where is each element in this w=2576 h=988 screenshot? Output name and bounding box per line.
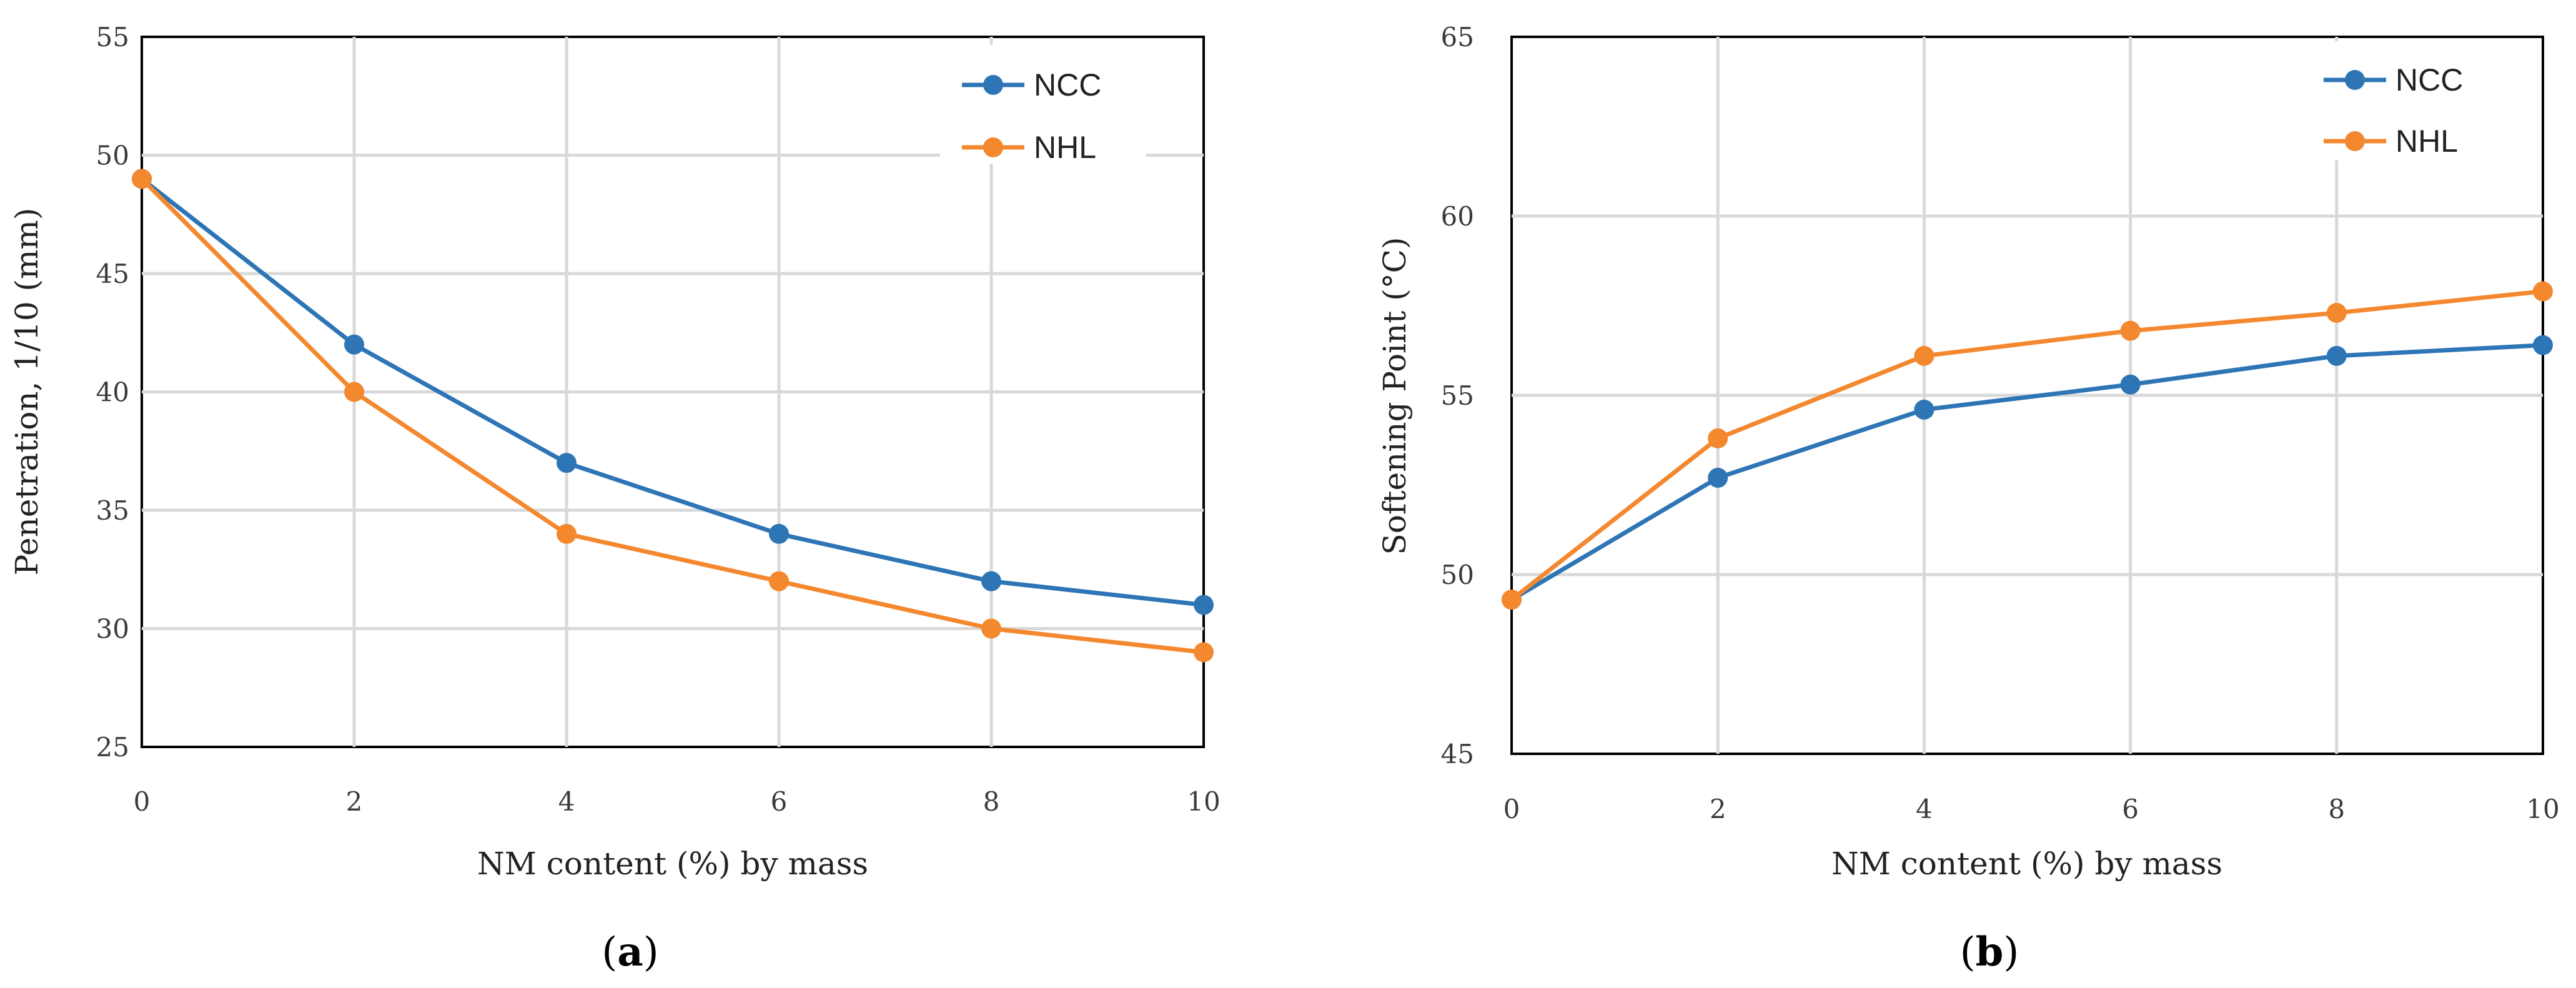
- chart-a-y-tick-label: 40: [96, 377, 129, 408]
- chart-a-caption-letter: a: [617, 929, 643, 976]
- chart-b-x-tick-labels: 0 2 4 6 8 10: [1503, 794, 2560, 824]
- chart-b-ncc-point: [2533, 335, 2553, 355]
- chart-a-x-tick-label: 4: [558, 786, 575, 817]
- chart-a-legend-ncc-label: NCC: [1034, 67, 1101, 102]
- chart-a-penetration: 25 30 35 40 45 50 55 0 2 4 6 8 10 NCC NHL NM content…: [9, 22, 1221, 976]
- chart-b-gridlines: [1512, 37, 2543, 754]
- chart-a-legend-nhl-swatch-marker: [983, 137, 1003, 157]
- chart-a-legend: NCC NHL: [940, 45, 1146, 165]
- chart-b-ncc-point: [2120, 374, 2141, 395]
- chart-a-y-tick-label: 35: [96, 495, 129, 526]
- chart-b-x-tick-label: 10: [2526, 794, 2559, 824]
- chart-a-x-tick-label: 10: [1187, 786, 1220, 817]
- chart-b-x-tick-label: 8: [2328, 794, 2345, 824]
- chart-a-y-tick-labels: 25 30 35 40 45 50 55: [96, 22, 129, 763]
- chart-a-y-tick-label: 30: [96, 614, 129, 645]
- chart-b-nhl-point: [2326, 302, 2347, 323]
- chart-a-ncc-point: [981, 571, 1001, 591]
- chart-b-x-tick-label: 4: [1916, 794, 1933, 824]
- chart-a-y-tick-label: 50: [96, 141, 129, 171]
- chart-a-nhl-point: [132, 169, 152, 189]
- chart-a-y-axis-title: Penetration, 1/10 (mm): [9, 208, 45, 576]
- chart-b-ncc-point: [2326, 345, 2347, 366]
- chart-b-series: [1502, 281, 2553, 610]
- chart-a-x-tick-label: 6: [771, 786, 788, 817]
- chart-a-ncc-point: [344, 334, 364, 355]
- chart-b-y-tick-label: 60: [1441, 201, 1474, 232]
- chart-b-y-tick-label: 50: [1441, 560, 1474, 590]
- chart-b-legend-ncc-swatch-marker: [2345, 70, 2365, 90]
- chart-a-legend-background: [940, 45, 1146, 164]
- chart-a-y-tick-label: 45: [96, 259, 129, 289]
- chart-a-ncc-point: [769, 523, 789, 544]
- chart-a-ncc-point: [1194, 595, 1214, 615]
- chart-a-x-tick-label: 2: [346, 786, 363, 817]
- chart-b-nhl-point: [2533, 281, 2553, 302]
- chart-b-x-axis-title: NM content (%) by mass: [1831, 846, 2222, 882]
- chart-b-legend: NCC NHL: [2305, 41, 2511, 160]
- chart-b-legend-nhl-label: NHL: [2395, 124, 2458, 159]
- chart-b-series-nhl-line: [1510, 289, 2544, 601]
- chart-a-ncc-point: [557, 453, 577, 473]
- chart-a-x-tick-label: 8: [983, 786, 1000, 817]
- chart-a-nhl-point: [981, 618, 1001, 639]
- chart-b-nhl-point: [1914, 345, 1934, 366]
- chart-a-series: [132, 169, 1214, 663]
- chart-a-legend-ncc-swatch-marker: [983, 75, 1003, 95]
- chart-a-caption: (a): [602, 929, 658, 976]
- chart-b-x-tick-label: 0: [1503, 794, 1520, 824]
- chart-b-y-axis-title: Softening Point (°C): [1377, 237, 1413, 555]
- chart-a-series-nhl-line: [140, 177, 1204, 655]
- chart-b-caption-letter: b: [1976, 929, 2004, 976]
- chart-a-nhl-point: [344, 382, 364, 402]
- chart-b-ncc-point: [1708, 468, 1728, 488]
- chart-b-y-tick-label: 55: [1441, 380, 1474, 411]
- chart-b-nhl-point: [1502, 590, 1522, 610]
- chart-a-y-tick-label: 55: [96, 22, 129, 52]
- chart-a-legend-nhl-label: NHL: [1034, 130, 1096, 165]
- chart-b-legend-nhl-swatch-marker: [2345, 131, 2365, 151]
- chart-b-softening-point: 45 50 55 60 65 0 2 4 6 8 10 NCC NHL NM content (%)…: [1377, 22, 2560, 976]
- chart-b-y-tick-label: 45: [1441, 739, 1474, 769]
- chart-b-x-tick-label: 6: [2122, 794, 2139, 824]
- chart-b-series-ncc-line: [1510, 343, 2544, 602]
- chart-a-nhl-point: [1194, 642, 1214, 663]
- chart-b-x-tick-label: 2: [1710, 794, 1726, 824]
- chart-a-x-axis-title: NM content (%) by mass: [477, 846, 868, 882]
- chart-b-ncc-point: [1914, 399, 1934, 420]
- chart-a-nhl-point: [557, 523, 577, 544]
- chart-b-legend-ncc-label: NCC: [2395, 62, 2463, 97]
- chart-a-y-tick-label: 25: [96, 732, 129, 763]
- chart-b-nhl-point: [2120, 320, 2141, 341]
- chart-b-caption: (b): [1960, 929, 2019, 976]
- chart-a-series-ncc-line: [140, 177, 1204, 608]
- chart-a-x-tick-labels: 0 2 4 6 8 10: [134, 786, 1221, 817]
- chart-b-y-tick-label: 65: [1441, 22, 1474, 52]
- chart-a-x-tick-label: 0: [134, 786, 151, 817]
- chart-b-y-tick-labels: 45 50 55 60 65: [1441, 22, 1474, 769]
- chart-a-nhl-point: [769, 571, 789, 591]
- chart-b-nhl-point: [1708, 428, 1728, 448]
